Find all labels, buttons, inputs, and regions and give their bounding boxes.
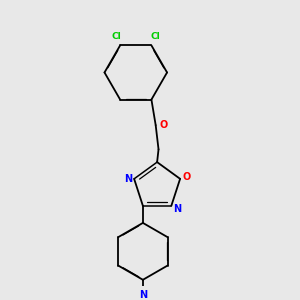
Text: O: O <box>159 120 167 130</box>
Text: O: O <box>182 172 190 182</box>
Text: N: N <box>173 204 181 214</box>
Text: Cl: Cl <box>111 32 121 41</box>
Text: Cl: Cl <box>151 32 160 41</box>
Text: N: N <box>139 290 147 300</box>
Text: N: N <box>124 174 133 184</box>
